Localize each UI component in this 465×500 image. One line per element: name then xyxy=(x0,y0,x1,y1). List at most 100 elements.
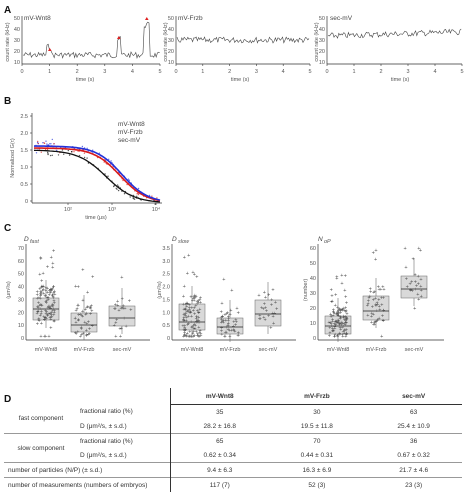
data-point: + xyxy=(331,299,334,305)
data-point: + xyxy=(47,312,50,318)
corr-point xyxy=(83,152,86,154)
box xyxy=(324,315,352,335)
tick-label: 2.5 xyxy=(20,114,28,120)
data-point: + xyxy=(39,294,42,300)
data-point: + xyxy=(189,310,192,316)
data-point: + xyxy=(185,319,188,325)
tick-label: 50 xyxy=(14,16,20,22)
data-point: + xyxy=(345,321,348,327)
data-point: + xyxy=(372,322,375,328)
data-point: + xyxy=(46,305,49,311)
data-point: + xyxy=(48,315,51,321)
data-point: + xyxy=(233,329,236,335)
corr-point xyxy=(117,189,120,192)
tick-label: 40 xyxy=(319,27,325,33)
data-point: + xyxy=(345,316,348,322)
corr-point xyxy=(78,154,81,157)
corr-point xyxy=(68,154,71,156)
corr-point xyxy=(53,143,55,145)
data-point: + xyxy=(80,333,83,339)
tick-label: 10 xyxy=(319,60,325,66)
data-point: + xyxy=(187,334,190,340)
data-point: + xyxy=(124,324,127,330)
corr-point xyxy=(37,140,39,143)
data-point: + xyxy=(271,288,274,294)
category-label: mV-Wnt8 xyxy=(181,347,204,353)
corr-point xyxy=(81,145,84,148)
data-point: + xyxy=(404,265,407,271)
data-point: + xyxy=(184,327,187,333)
corr-point xyxy=(83,156,86,159)
tick-label: 4 xyxy=(131,69,134,75)
corr-point xyxy=(108,158,110,160)
data-point: + xyxy=(198,320,201,326)
data-point: + xyxy=(189,320,192,326)
data-point: + xyxy=(182,334,185,340)
data-point: + xyxy=(36,304,39,310)
data-point: + xyxy=(47,304,50,310)
box xyxy=(400,275,428,299)
corr-point xyxy=(35,152,38,154)
corr-point xyxy=(86,147,88,149)
data-point: + xyxy=(382,309,385,315)
box xyxy=(362,295,390,321)
data-point: + xyxy=(380,295,383,301)
data-point: + xyxy=(274,300,277,306)
data-point: + xyxy=(381,314,384,320)
data-point: + xyxy=(183,331,186,337)
tick-label: 5 xyxy=(308,69,311,75)
data-point: + xyxy=(375,309,378,315)
data-point: + xyxy=(35,311,38,317)
tick-label: 20 xyxy=(168,49,174,55)
corr-point xyxy=(156,197,158,199)
data-point: + xyxy=(89,306,92,312)
boxplot-title: N xyxy=(318,236,323,243)
data-point: + xyxy=(113,323,116,329)
data-point: + xyxy=(414,279,417,285)
data-point: + xyxy=(373,290,376,296)
data-point: + xyxy=(227,314,230,320)
data-point: + xyxy=(336,320,339,326)
data-point: + xyxy=(85,333,88,339)
data-point: + xyxy=(345,300,348,306)
data-point: + xyxy=(120,326,123,332)
corr-point xyxy=(43,142,45,144)
data-point: + xyxy=(188,311,191,317)
data-point: + xyxy=(189,294,192,300)
data-point: + xyxy=(376,318,379,324)
data-point: + xyxy=(188,334,191,340)
corr-point xyxy=(132,197,134,199)
data-point: + xyxy=(188,307,191,313)
data-point: + xyxy=(330,287,333,293)
data-point: + xyxy=(36,289,39,295)
data-point: + xyxy=(45,301,48,307)
tick-label: 4 xyxy=(282,69,285,75)
data-point: + xyxy=(196,309,199,315)
data-point: + xyxy=(85,311,88,317)
data-point: + xyxy=(190,324,193,330)
data-point: + xyxy=(227,316,230,322)
tick-label: 1.0 xyxy=(20,165,28,171)
corr-point xyxy=(45,140,47,142)
data-point: + xyxy=(335,274,338,280)
data-point: + xyxy=(196,332,199,338)
table-cell: 35 xyxy=(169,404,269,419)
data-point: + xyxy=(230,288,233,294)
param-label: D (μm²/s, ± s.d.) xyxy=(80,451,127,459)
data-point: + xyxy=(258,317,261,323)
tick-label: 10³ xyxy=(108,207,116,213)
data-point: + xyxy=(191,270,194,276)
tick-label: 2 xyxy=(379,69,382,75)
tick-label: 0 xyxy=(20,69,23,75)
data-point: + xyxy=(377,287,380,293)
tick-label: 1 xyxy=(48,69,51,75)
category-label: sec-mV xyxy=(113,347,132,353)
data-point: + xyxy=(193,312,196,318)
data-point: + xyxy=(40,284,43,290)
tick-label: 2.0 xyxy=(20,131,28,137)
data-point: + xyxy=(184,311,187,317)
data-point: + xyxy=(44,315,47,321)
data-point: + xyxy=(190,325,193,331)
data-point: + xyxy=(48,306,51,312)
data-point: + xyxy=(42,291,45,297)
